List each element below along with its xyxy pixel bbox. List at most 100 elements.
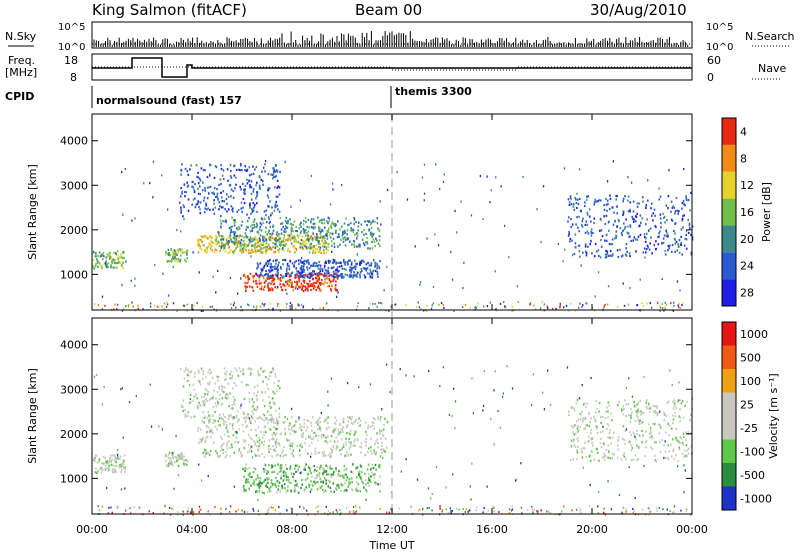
- echo-cell: [240, 277, 242, 280]
- echo-cell: [284, 259, 287, 262]
- echo-cell: [430, 497, 432, 500]
- echo-cell: [222, 206, 224, 209]
- echo-cell: [187, 184, 190, 187]
- echo-cell: [314, 247, 317, 251]
- echo-cell: [303, 219, 305, 222]
- echo-cell: [570, 445, 573, 448]
- echo-cell: [442, 303, 444, 306]
- echo-cell: [323, 264, 326, 267]
- echo-cell: [277, 379, 279, 382]
- echo-cell: [350, 477, 353, 480]
- echo-cell: [592, 415, 595, 418]
- echo-cell: [318, 472, 321, 475]
- echo-cell: [370, 467, 373, 470]
- echo-cell: [180, 455, 182, 458]
- echo-cell: [245, 245, 247, 248]
- echo-cell: [317, 421, 320, 424]
- echo-cell: [260, 268, 262, 271]
- echo-cell: [97, 304, 100, 307]
- echo-cell: [305, 234, 307, 237]
- echo-cell: [270, 282, 272, 285]
- echo-cell: [176, 310, 178, 312]
- echo-cell: [299, 199, 301, 202]
- echo-cell: [329, 236, 332, 239]
- echo-cell: [649, 302, 651, 305]
- echo-cell: [119, 463, 121, 467]
- echo-cell: [367, 424, 370, 427]
- echo-cell: [630, 458, 633, 462]
- echo-cell: [167, 252, 169, 255]
- echo-cell: [654, 405, 656, 408]
- echo-cell: [234, 249, 236, 252]
- echo-cell: [180, 230, 182, 233]
- echo-cell: [563, 167, 566, 170]
- echo-cell: [184, 459, 186, 462]
- echo-cell: [283, 230, 285, 233]
- echo-cell: [277, 277, 279, 280]
- echo-cell: [681, 219, 684, 222]
- echo-cell: [251, 209, 254, 212]
- echo-cell: [201, 240, 203, 243]
- echo-cell: [603, 458, 606, 461]
- echo-cell: [246, 169, 248, 173]
- echo-cell: [255, 478, 257, 481]
- echo-cell: [243, 192, 245, 195]
- echo-cell: [268, 277, 271, 280]
- echo-cell: [268, 487, 271, 490]
- echo-cell: [661, 303, 663, 305]
- echo-cell: [321, 451, 323, 454]
- echo-cell: [197, 379, 200, 382]
- echo-cell: [256, 490, 258, 493]
- echo-cell: [225, 242, 228, 245]
- echo-cell: [303, 229, 305, 232]
- echo-cell: [247, 226, 249, 229]
- echo-cell: [678, 245, 680, 248]
- echo-cell: [612, 253, 614, 256]
- echo-cell: [208, 381, 211, 384]
- echo-cell: [321, 465, 323, 468]
- echo-cell: [594, 198, 596, 201]
- echo-cell: [314, 261, 316, 264]
- echo-cell: [296, 270, 298, 273]
- echo-cell: [325, 261, 327, 264]
- echo-cell: [286, 226, 289, 229]
- echo-cell: [264, 284, 266, 288]
- echo-cell: [475, 509, 477, 512]
- echo-cell: [266, 482, 268, 485]
- echo-cell: [337, 483, 339, 486]
- echo-cell: [677, 460, 679, 463]
- echo-cell: [200, 367, 203, 370]
- echo-cell: [582, 217, 584, 220]
- echo-cell: [345, 473, 347, 476]
- echo-cell: [228, 405, 230, 408]
- echo-cell: [582, 403, 585, 406]
- echo-cell: [293, 237, 295, 240]
- echo-cell: [215, 249, 218, 252]
- echo-cell: [632, 511, 635, 514]
- echo-cell: [248, 239, 251, 242]
- echo-cell: [676, 249, 679, 252]
- echo-cell: [603, 507, 605, 510]
- echo-cell: [247, 416, 250, 419]
- echo-cell: [267, 273, 269, 276]
- echo-cell: [270, 276, 273, 279]
- echo-cell: [339, 243, 341, 246]
- echo-cell: [661, 307, 664, 310]
- echo-cell: [375, 440, 377, 443]
- echo-cell: [336, 266, 339, 269]
- echo-cell: [376, 217, 379, 220]
- colorbar-tick-label: 8: [740, 152, 747, 165]
- echo-cell: [219, 205, 221, 208]
- echo-cell: [682, 215, 684, 218]
- echo-cell: [605, 249, 607, 252]
- echo-cell: [276, 480, 279, 483]
- echo-cell: [243, 201, 246, 205]
- echo-cell: [357, 421, 359, 424]
- echo-cell: [322, 235, 324, 238]
- echo-cell: [102, 258, 104, 261]
- echo-cell: [272, 276, 274, 279]
- echo-cell: [659, 195, 662, 198]
- echo-cell: [263, 425, 266, 429]
- echo-cell: [375, 239, 378, 242]
- echo-cell: [659, 230, 661, 233]
